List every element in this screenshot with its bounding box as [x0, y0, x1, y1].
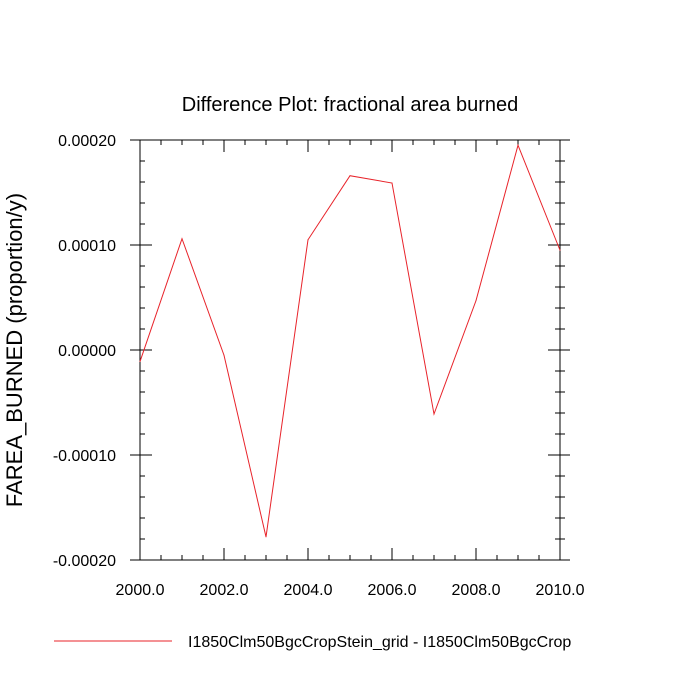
x-tick-label: 2002.0 [200, 582, 249, 599]
data-point [349, 175, 351, 177]
data-point [181, 238, 183, 240]
data-point [433, 413, 435, 415]
x-tick-label: 2008.0 [452, 582, 501, 599]
x-tick-label: 2000.0 [116, 582, 165, 599]
plot-frame [139, 139, 561, 561]
data-point [139, 361, 141, 363]
y-tick-label: 0.00010 [58, 238, 116, 255]
x-tick-label: 2004.0 [284, 582, 333, 599]
series-line [139, 143, 561, 538]
y-axis: 0.00020 0.00010 0.00000 -0.00010 -0.00020 [53, 133, 570, 570]
y-tick-label: -0.00020 [53, 553, 116, 570]
data-point [265, 536, 267, 538]
data-point [517, 144, 519, 146]
x-axis: 2000.0 2002.0 2004.0 2006.0 2008.0 2010.0 [116, 140, 585, 599]
data-point [559, 249, 561, 251]
x-tick-label: 2006.0 [368, 582, 417, 599]
data-point [307, 239, 309, 241]
y-tick-label: 0.00020 [58, 133, 116, 150]
x-tick-label: 2010.0 [536, 582, 585, 599]
data-point [475, 300, 477, 302]
series-group [139, 143, 561, 538]
data-point [223, 354, 225, 356]
data-point [391, 182, 393, 184]
y-tick-label: -0.00010 [53, 448, 116, 465]
y-tick-label: 0.00000 [58, 343, 116, 360]
legend: I1850Clm50BgcCropStein_grid - I1850Clm50… [54, 634, 571, 651]
chart-title: Difference Plot: fractional area burned [182, 94, 519, 116]
y-axis-label: FAREA_BURNED (proportion/y) [2, 193, 27, 507]
legend-label: I1850Clm50BgcCropStein_grid - I1850Clm50… [188, 634, 571, 651]
